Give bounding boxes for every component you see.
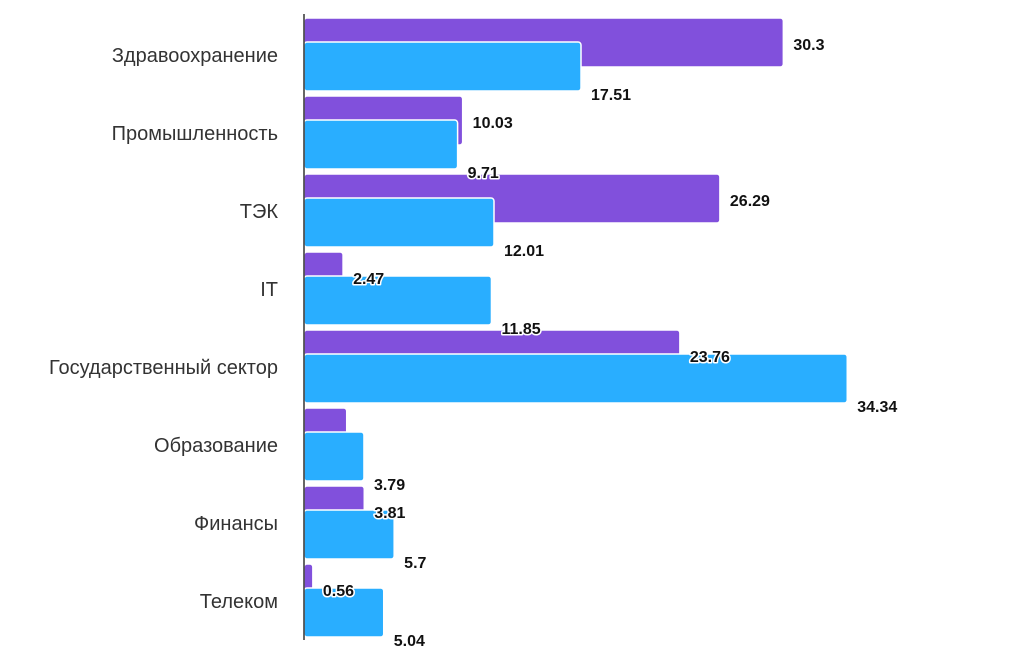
category-label: Образование	[154, 435, 278, 457]
value-label: 0.56	[323, 583, 354, 600]
value-label: 2.47	[353, 271, 384, 288]
bar-series-2	[303, 353, 849, 404]
category-label: ТЭК	[240, 201, 279, 223]
value-label: 17.51	[591, 87, 631, 104]
bar-series-2	[303, 197, 495, 248]
value-label: 34.34	[857, 399, 897, 416]
bar-series-2	[303, 431, 365, 482]
value-label: 11.85	[501, 321, 540, 338]
value-label: 9.71	[468, 165, 499, 182]
category-label: Здравоохранение	[112, 45, 278, 67]
value-label: 3.79	[374, 477, 405, 494]
value-label: 23.76	[690, 349, 730, 366]
bar-series-2	[303, 275, 493, 326]
category-label: Финансы	[194, 513, 278, 535]
value-label: 30.3	[793, 37, 824, 54]
bar-series-2	[303, 41, 582, 92]
value-label: 5.04	[394, 633, 425, 650]
category-label: Промышленность	[112, 123, 278, 145]
value-label: 3.81	[374, 505, 405, 522]
value-label: 12.01	[504, 243, 544, 260]
bar-series-2	[303, 119, 459, 170]
value-label: 5.7	[404, 555, 426, 572]
value-label: 10.03	[473, 115, 513, 132]
value-label: 26.29	[730, 193, 770, 210]
category-label: Телеком	[200, 591, 278, 613]
category-label: IT	[260, 279, 278, 301]
category-label: Государственный сектор	[49, 357, 278, 379]
